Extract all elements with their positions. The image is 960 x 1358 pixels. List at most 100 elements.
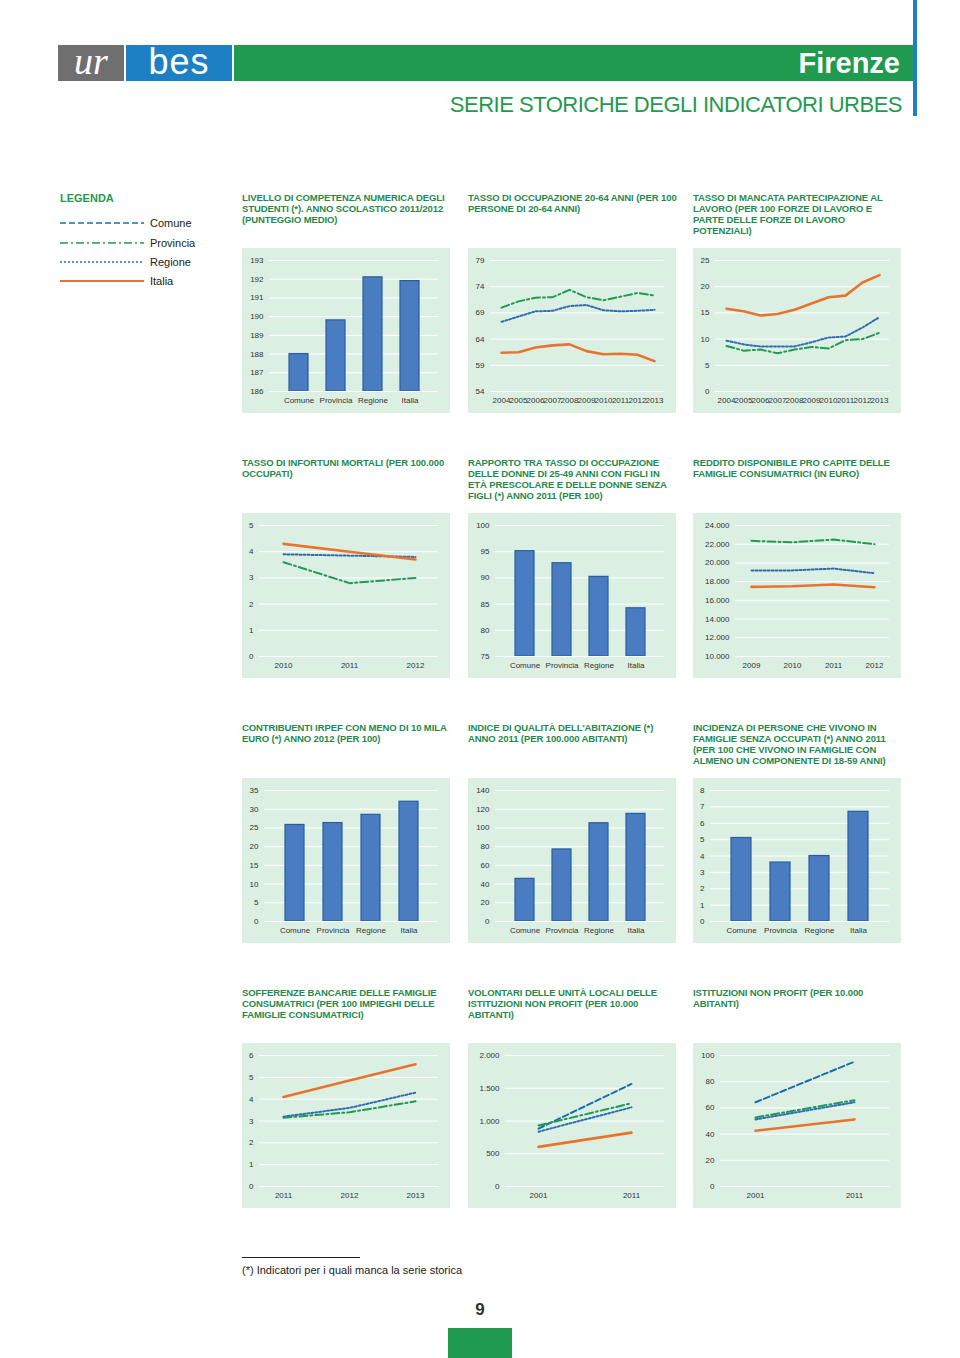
svg-text:1.000: 1.000 [479,1117,500,1126]
svg-text:Regione: Regione [805,926,835,935]
svg-text:40: 40 [706,1130,715,1139]
svg-text:2010: 2010 [595,396,613,405]
svg-text:192: 192 [250,275,264,284]
svg-text:Comune: Comune [284,396,315,405]
svg-text:2004: 2004 [718,396,736,405]
svg-text:2007: 2007 [769,396,787,405]
svg-text:Italia: Italia [402,396,419,405]
svg-text:190: 190 [250,312,264,321]
svg-text:0: 0 [705,387,710,396]
svg-text:60: 60 [706,1103,715,1112]
svg-text:2005: 2005 [510,396,528,405]
svg-text:5: 5 [249,521,254,530]
svg-text:100: 100 [476,521,490,530]
svg-text:2012: 2012 [854,396,872,405]
svg-text:0: 0 [495,1182,500,1191]
svg-text:Comune: Comune [510,926,541,935]
svg-text:2009: 2009 [743,661,761,670]
svg-text:25: 25 [701,256,710,265]
svg-text:Provincia: Provincia [546,661,579,670]
svg-text:Italia: Italia [850,926,867,935]
svg-text:0: 0 [485,917,490,926]
svg-text:Comune: Comune [726,926,757,935]
svg-text:1.500: 1.500 [479,1084,500,1093]
svg-text:Italia: Italia [401,926,418,935]
svg-text:Provincia: Provincia [764,926,797,935]
svg-text:Italia: Italia [628,661,645,670]
svg-text:2009: 2009 [803,396,821,405]
svg-text:4: 4 [249,547,254,556]
svg-text:193: 193 [250,256,264,265]
svg-text:2011: 2011 [275,1191,293,1200]
svg-text:64: 64 [476,335,485,344]
svg-text:5: 5 [700,835,705,844]
svg-text:40: 40 [481,880,490,889]
svg-text:3: 3 [249,1117,254,1126]
svg-text:10.000: 10.000 [705,652,730,661]
svg-text:2013: 2013 [871,396,889,405]
svg-text:2012: 2012 [407,661,425,670]
svg-text:2011: 2011 [846,1191,864,1200]
svg-text:16.000: 16.000 [705,596,730,605]
svg-text:90: 90 [481,573,490,582]
svg-text:6: 6 [700,819,705,828]
svg-text:2013: 2013 [646,396,664,405]
svg-text:8: 8 [700,786,705,795]
svg-text:4: 4 [700,852,705,861]
svg-text:2012: 2012 [866,661,884,670]
svg-text:30: 30 [250,805,259,814]
svg-text:Regione: Regione [356,926,386,935]
svg-text:Provincia: Provincia [546,926,579,935]
svg-text:188: 188 [250,350,264,359]
svg-text:Provincia: Provincia [320,396,353,405]
svg-text:Italia: Italia [628,926,645,935]
svg-text:74: 74 [476,282,485,291]
svg-text:20: 20 [250,842,259,851]
svg-text:2001: 2001 [530,1191,548,1200]
svg-text:20.000: 20.000 [705,558,730,567]
svg-text:6: 6 [249,1051,254,1060]
svg-text:187: 187 [250,368,264,377]
svg-text:20: 20 [481,898,490,907]
svg-text:7: 7 [700,802,705,811]
svg-text:2008: 2008 [561,396,579,405]
svg-text:59: 59 [476,361,485,370]
svg-text:35: 35 [250,786,259,795]
svg-text:69: 69 [476,308,485,317]
svg-text:2008: 2008 [786,396,804,405]
svg-text:500: 500 [486,1149,500,1158]
svg-text:2.000: 2.000 [479,1051,500,1060]
svg-text:1: 1 [700,901,705,910]
svg-text:Comune: Comune [510,661,541,670]
svg-text:Provincia: Provincia [317,926,350,935]
svg-text:3: 3 [249,573,254,582]
svg-text:0: 0 [254,917,259,926]
svg-text:2006: 2006 [527,396,545,405]
svg-text:4: 4 [249,1095,254,1104]
svg-text:191: 191 [250,293,264,302]
svg-text:Regione: Regione [358,396,388,405]
svg-text:60: 60 [481,861,490,870]
svg-text:14.000: 14.000 [705,615,730,624]
svg-text:2009: 2009 [578,396,596,405]
svg-text:5: 5 [254,898,259,907]
svg-text:2011: 2011 [612,396,630,405]
svg-text:95: 95 [481,547,490,556]
svg-text:85: 85 [481,600,490,609]
svg-text:100: 100 [476,823,490,832]
svg-text:1: 1 [249,1160,254,1169]
svg-text:80: 80 [481,842,490,851]
svg-text:10: 10 [701,335,710,344]
svg-text:2006: 2006 [752,396,770,405]
svg-text:Comune: Comune [280,926,311,935]
svg-text:189: 189 [250,331,264,340]
svg-text:100: 100 [701,1051,715,1060]
svg-text:2010: 2010 [275,661,293,670]
svg-text:0: 0 [710,1182,715,1191]
svg-text:12.000: 12.000 [705,633,730,642]
svg-text:2010: 2010 [820,396,838,405]
svg-text:2004: 2004 [493,396,511,405]
svg-text:1: 1 [249,626,254,635]
svg-text:80: 80 [481,626,490,635]
svg-text:2005: 2005 [735,396,753,405]
